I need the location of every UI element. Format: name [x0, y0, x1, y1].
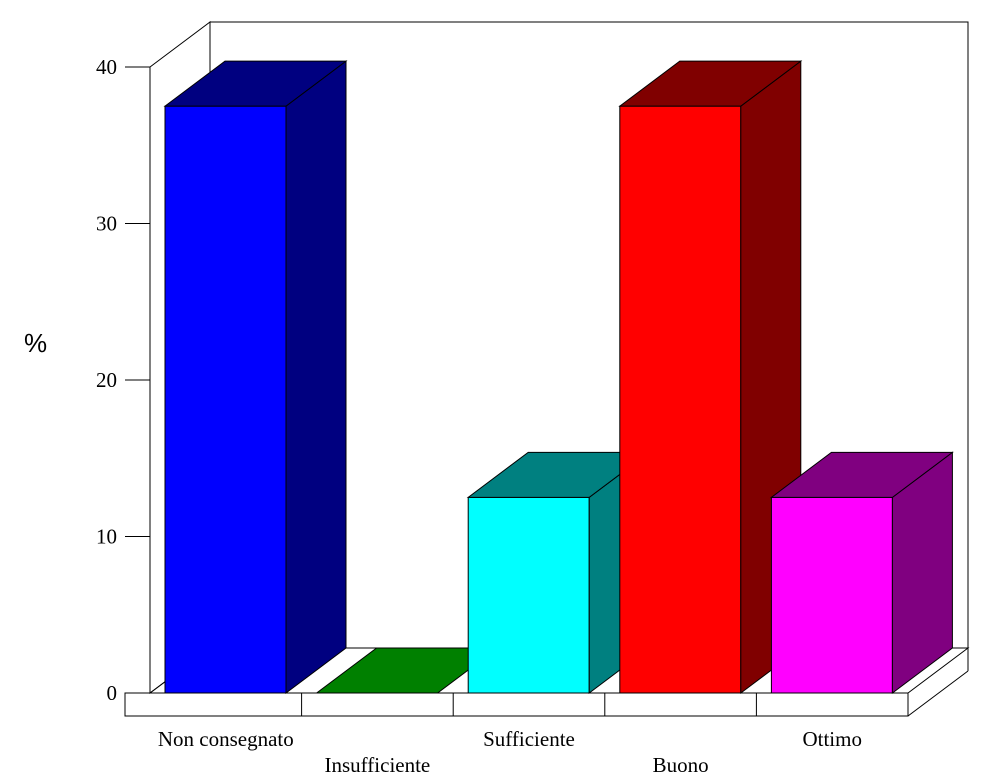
category-label: Insufficiente	[325, 753, 431, 777]
bar-front	[619, 105, 742, 694]
bar-front	[770, 496, 893, 694]
y-axis: 0 10 20 30 40	[96, 55, 151, 705]
category-label: Sufficiente	[483, 727, 575, 751]
category-labels: Non consegnato Insufficiente Sufficiente Bu…	[158, 693, 862, 777]
bar-side	[285, 60, 347, 694]
category-label: Buono	[653, 753, 709, 777]
y-axis-label: %	[24, 328, 47, 358]
bar	[769, 451, 954, 694]
y-tick-label: 10	[96, 525, 117, 549]
y-tick-label: 40	[96, 55, 117, 79]
bar-front	[467, 496, 590, 694]
category-label: Ottimo	[802, 727, 862, 751]
bars	[163, 60, 954, 694]
category-axis-box	[124, 692, 909, 717]
bar-top	[618, 60, 803, 107]
y-tick-label: 0	[107, 681, 118, 705]
y-tick-label: 20	[96, 368, 117, 392]
y-tick-label: 30	[96, 212, 117, 236]
bar-top	[769, 451, 954, 498]
bar	[163, 60, 348, 694]
bar-top	[163, 60, 348, 107]
category-label: Non consegnato	[158, 727, 294, 751]
bar-front	[164, 105, 287, 694]
category-axis-depth	[907, 670, 969, 717]
